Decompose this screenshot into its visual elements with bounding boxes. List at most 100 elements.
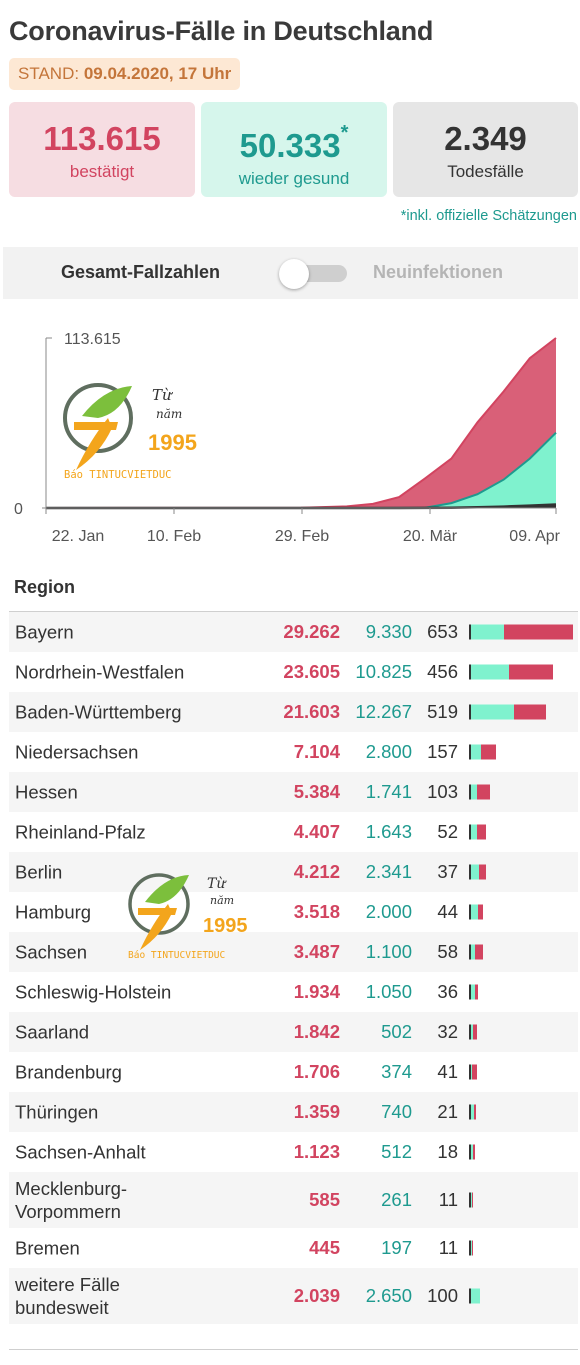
region-name: Bremen	[15, 1237, 80, 1259]
region-confirmed: 7.104	[293, 741, 340, 762]
region-bar	[469, 744, 579, 760]
bar-recovered	[471, 1104, 474, 1120]
region-name: Baden-Württemberg	[15, 701, 182, 723]
region-name-line: Vorpommern	[15, 1201, 121, 1222]
bar-active	[471, 1192, 474, 1208]
region-deaths: 58	[437, 941, 458, 962]
view-toggle-switch[interactable]	[279, 259, 347, 289]
toggle-knob[interactable]	[279, 259, 309, 289]
region-recovered: 2.000	[365, 901, 412, 922]
bar-active	[474, 944, 484, 960]
bar-recovered	[471, 904, 478, 920]
bar-recovered	[471, 664, 509, 680]
region-bar	[469, 784, 579, 800]
bar-baseline	[469, 1064, 471, 1080]
region-recovered: 197	[381, 1237, 412, 1258]
region-deaths: 100	[427, 1285, 458, 1306]
bar-baseline	[469, 1192, 471, 1208]
table-row: Bremen 445 197 11	[9, 1228, 578, 1268]
bar-baseline	[469, 1144, 471, 1160]
region-name: Schleswig-Holstein	[15, 981, 172, 1003]
region-confirmed: 3.518	[293, 901, 340, 922]
region-recovered: 1.100	[365, 941, 412, 962]
region-deaths: 11	[438, 1189, 458, 1210]
region-recovered: 1.050	[365, 981, 412, 1002]
recovered-star: *	[340, 122, 349, 144]
bar-recovered	[471, 1024, 473, 1040]
toggle-label-total[interactable]: Gesamt-Fallzahlen	[61, 262, 221, 282]
region-name: Nordrhein-Westfalen	[15, 661, 185, 683]
region-bar	[469, 1024, 579, 1040]
bar-active	[476, 824, 487, 840]
page-title: Coronavirus-Fälle in Deutschland	[9, 16, 434, 46]
region-deaths: 36	[437, 981, 458, 1002]
bar-active	[471, 1240, 473, 1256]
region-confirmed: 1.842	[293, 1021, 340, 1042]
table-row: weitere Fälle bundesweit 2.039 2.650 100	[9, 1268, 578, 1324]
bar-baseline	[469, 664, 471, 680]
region-name: Hamburg	[15, 901, 92, 923]
bar-active	[477, 784, 490, 800]
bar-recovered	[471, 704, 514, 720]
bar-baseline	[469, 624, 471, 640]
y-zero-label: 0	[14, 501, 23, 518]
region-bar	[469, 824, 579, 840]
region-deaths: 18	[437, 1141, 458, 1162]
x-tick-label: 10. Feb	[147, 528, 201, 545]
toggle-label-new[interactable]: Neuinfektionen	[373, 262, 504, 282]
table-row: Niedersachsen 7.104 2.800 157	[9, 732, 578, 772]
bar-recovered	[471, 1144, 473, 1160]
confirmed-label: bestätigt	[69, 162, 135, 181]
region-confirmed: 21.603	[283, 701, 340, 722]
cases-area-chart: 113.615 0 22. Jan 10. Feb 29. Feb 20. Mär 09. …	[14, 331, 561, 545]
bar-recovered	[471, 624, 504, 640]
bar-baseline	[469, 784, 471, 800]
region-bar	[469, 704, 579, 720]
region-deaths: 44	[437, 901, 458, 922]
region-bar	[469, 944, 579, 960]
region-bar	[469, 624, 579, 640]
table-row: Berlin 4.212 2.341 37	[9, 852, 578, 892]
deaths-label: Todesfälle	[447, 162, 524, 181]
watermark-year: 1995	[203, 915, 248, 937]
x-tick-label: 22. Jan	[52, 528, 104, 545]
region-deaths: 41	[437, 1061, 458, 1082]
region-confirmed: 4.212	[293, 861, 340, 882]
region-deaths: 37	[437, 861, 458, 882]
region-recovered: 9.330	[365, 621, 412, 642]
table-row: Thüringen 1.359 740 21	[9, 1092, 578, 1132]
region-confirmed: 3.487	[293, 941, 340, 962]
table-row: Sachsen-Anhalt 1.123 512 18	[9, 1132, 578, 1172]
confirmed-value: 113.615	[43, 120, 161, 157]
recovered-value: 50.333	[239, 127, 341, 164]
bar-recovered	[471, 784, 478, 800]
estimates-footnote: *inkl. offizielle Schätzungen	[400, 208, 577, 224]
table-bottom-line	[9, 1349, 578, 1350]
region-recovered: 740	[381, 1101, 412, 1122]
table-row: Rheinland-Pfalz 4.407 1.643 52	[9, 812, 578, 852]
confirmed-card: 113.615 bestätigt	[9, 102, 195, 197]
region-recovered: 12.267	[355, 701, 412, 722]
recovered-area	[46, 432, 556, 508]
table-row: Hamburg 3.518 2.000 44	[9, 892, 578, 932]
region-name: Niedersachsen	[15, 741, 139, 763]
region-confirmed: 1.123	[293, 1141, 340, 1162]
recovered-card: 50.333* wieder gesund	[201, 102, 387, 197]
region-name: Thüringen	[15, 1101, 99, 1123]
bar-baseline	[469, 984, 471, 1000]
region-deaths: 519	[427, 701, 458, 722]
region-confirmed: 1.359	[293, 1101, 340, 1122]
bar-active	[480, 744, 496, 760]
region-bar	[469, 1192, 579, 1208]
region-confirmed: 23.605	[283, 661, 340, 682]
bar-active	[479, 864, 486, 880]
region-name: Mecklenburg- Vorpommern	[15, 1177, 245, 1223]
table-row: Schleswig-Holstein 1.934 1.050 36	[9, 972, 578, 1012]
bar-baseline	[469, 864, 471, 880]
region-recovered: 512	[381, 1141, 412, 1162]
region-name: Saarland	[15, 1021, 90, 1043]
bar-baseline	[469, 1288, 471, 1304]
bar-baseline	[469, 704, 471, 720]
stand-label: STAND:	[18, 64, 80, 83]
bar-active	[472, 1064, 477, 1080]
